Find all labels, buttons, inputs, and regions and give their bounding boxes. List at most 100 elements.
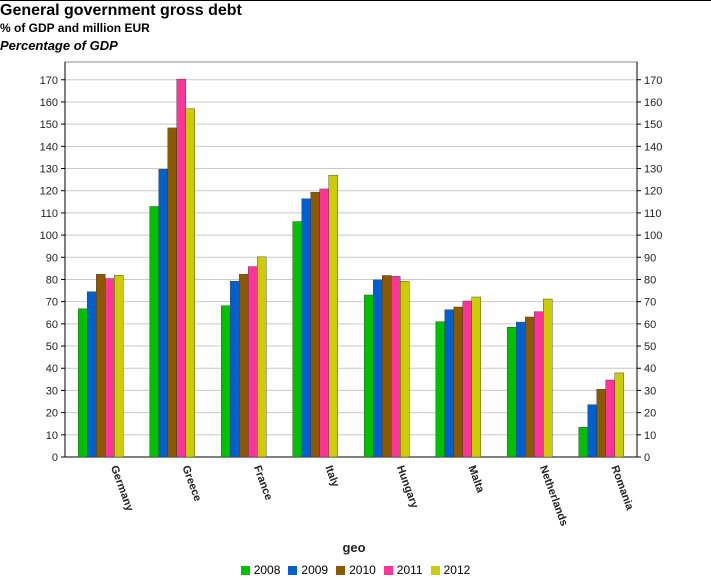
bar <box>319 188 329 458</box>
y-tick-label-right: 130 <box>644 164 662 176</box>
y-tick-label-right: 0 <box>644 452 650 464</box>
y-tick-label-right: 170 <box>644 75 662 87</box>
y-tick-label-right: 90 <box>644 252 656 264</box>
legend-label: 2010 <box>349 563 376 577</box>
y-tick-label-left: 80 <box>46 274 58 286</box>
y-tick-label-left: 170 <box>40 75 58 87</box>
y-tick-label-left: 100 <box>40 230 58 242</box>
bar <box>596 389 606 458</box>
legend-item: 2010 <box>336 563 376 577</box>
bar <box>382 275 392 458</box>
y-tick-label-left: 90 <box>46 252 58 264</box>
bar <box>158 168 168 458</box>
y-tick-label-left: 130 <box>40 164 58 176</box>
bar <box>114 275 124 458</box>
bar <box>105 278 115 458</box>
x-tick-label: Malta <box>465 464 486 495</box>
bar <box>435 321 445 458</box>
bar <box>578 427 588 458</box>
bar <box>453 306 463 458</box>
bar <box>543 298 553 458</box>
y-tick-label-right: 100 <box>644 230 662 242</box>
y-tick-label-left: 10 <box>46 430 58 442</box>
y-tick-label-left: 30 <box>46 385 58 397</box>
bar <box>292 221 302 458</box>
y-tick-label-left: 50 <box>46 341 58 353</box>
bar <box>534 311 544 458</box>
bar <box>400 281 410 458</box>
bar <box>444 309 454 458</box>
bar <box>176 78 186 458</box>
y-tick-label-left: 120 <box>40 186 58 198</box>
bar <box>257 256 267 458</box>
bar <box>301 198 311 458</box>
x-tick-label: Italy <box>322 464 341 490</box>
bar <box>310 192 320 458</box>
bar <box>149 206 159 458</box>
bar <box>471 296 481 458</box>
y-tick-label-left: 20 <box>46 408 58 420</box>
y-tick-label-right: 30 <box>644 385 656 397</box>
y-tick-label-left: 40 <box>46 363 58 375</box>
y-tick-label-right: 150 <box>644 119 662 131</box>
bar <box>587 404 597 458</box>
legend-swatch <box>288 565 298 575</box>
legend-item: 2008 <box>240 563 281 577</box>
y-tick-label-right: 70 <box>644 297 656 309</box>
chart-legend: 2008 2009 2010 2011 2012 <box>0 563 711 577</box>
y-tick-label-left: 110 <box>40 208 58 220</box>
top-border <box>0 0 711 1</box>
bar <box>373 279 383 458</box>
y-tick-label-right: 10 <box>644 430 656 442</box>
y-tick-label-left: 160 <box>40 97 58 109</box>
bar <box>525 316 535 458</box>
y-tick-label-right: 160 <box>644 97 662 109</box>
bar <box>221 305 231 458</box>
y-tick-label-left: 0 <box>52 452 58 464</box>
bar <box>516 321 526 458</box>
y-tick-label-left: 70 <box>46 297 58 309</box>
legend-swatch <box>336 565 346 575</box>
legend-label: 2009 <box>301 563 329 577</box>
bar <box>96 273 106 458</box>
legend-label: 2008 <box>253 563 281 577</box>
y-tick-label-right: 140 <box>644 141 662 153</box>
legend-swatch <box>240 565 250 575</box>
bar <box>605 379 615 458</box>
y-tick-label-left: 150 <box>40 119 58 131</box>
bar <box>230 281 240 458</box>
bar <box>239 273 249 458</box>
legend-label: 2011 <box>396 563 423 577</box>
x-tick-label: Greece <box>179 464 203 503</box>
bar <box>507 326 517 458</box>
bar <box>167 127 177 458</box>
x-tick-label: Hungary <box>394 464 421 511</box>
legend-item: 2011 <box>383 563 423 577</box>
legend-item: 2012 <box>430 563 471 577</box>
legend-swatch <box>430 565 440 575</box>
y-tick-label-right: 20 <box>644 408 656 420</box>
bar <box>328 174 338 458</box>
x-tick-label: Germany <box>108 464 136 514</box>
legend-label: 2012 <box>443 563 471 577</box>
x-tick-label: Romania <box>608 464 635 513</box>
bar <box>614 372 624 458</box>
bar <box>87 291 97 458</box>
bar <box>364 294 374 458</box>
x-axis-label: geo <box>342 540 365 555</box>
x-tick-label: France <box>251 464 275 502</box>
x-tick-label: Netherlands <box>537 464 570 528</box>
y-tick-label-left: 60 <box>46 319 58 331</box>
bar <box>248 266 258 458</box>
chart-unit-subtitle: Percentage of GDP <box>0 38 118 53</box>
bar <box>78 308 88 458</box>
y-tick-label-left: 140 <box>40 141 58 153</box>
y-tick-label-right: 80 <box>644 274 656 286</box>
legend-swatch <box>383 565 393 575</box>
chart-subtitle: % of GDP and million EUR <box>0 21 150 35</box>
y-tick-label-right: 40 <box>644 363 656 375</box>
y-tick-label-right: 50 <box>644 341 656 353</box>
chart-title: General government gross debt <box>0 2 242 19</box>
bar <box>185 108 195 458</box>
y-tick-label-right: 120 <box>644 186 662 198</box>
